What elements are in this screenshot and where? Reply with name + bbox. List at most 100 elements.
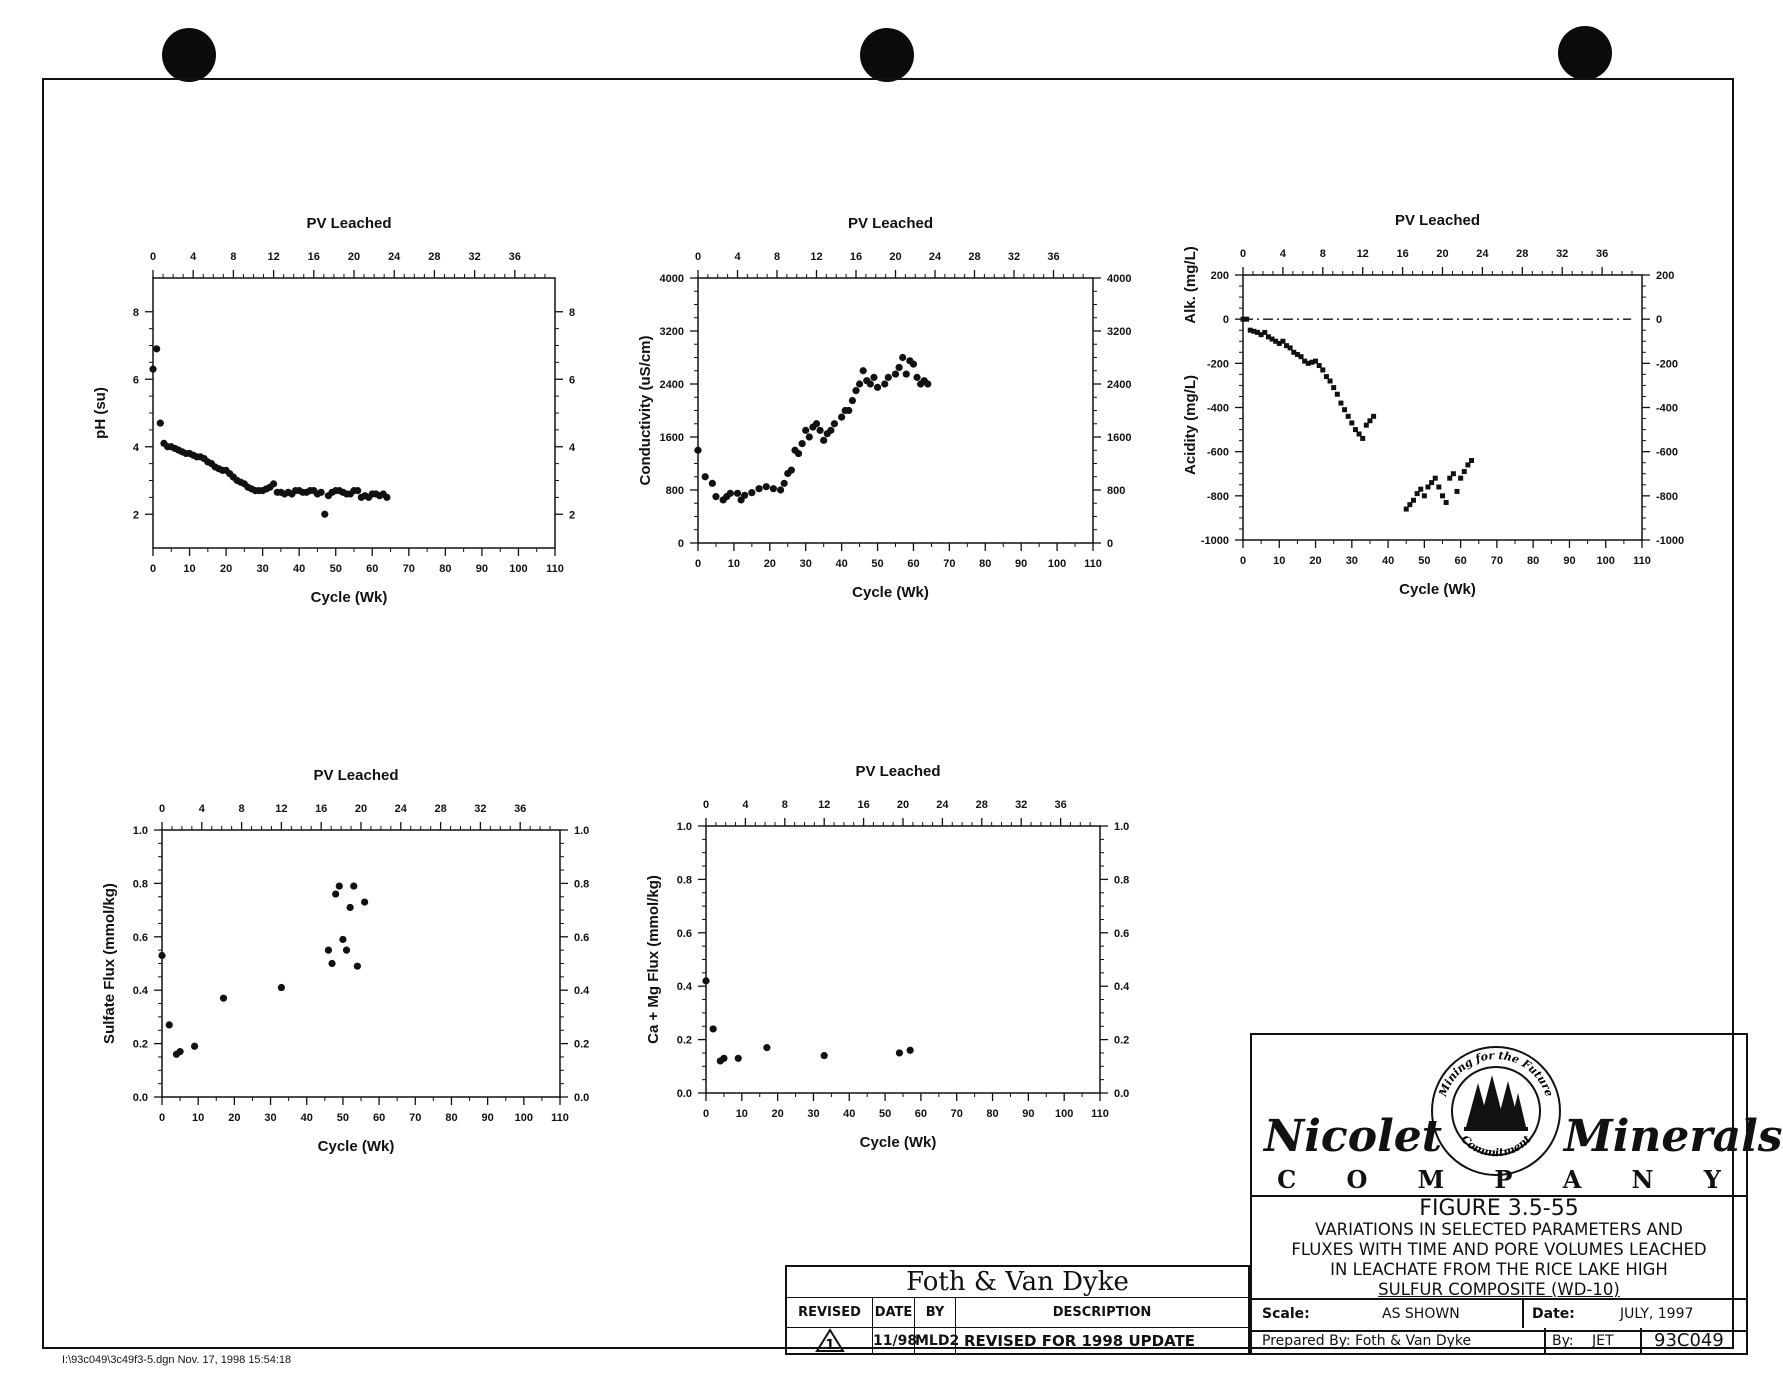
right-tick-label: -600: [1656, 447, 1678, 459]
y-tick-label: 8: [133, 307, 139, 319]
data-point: [1262, 329, 1268, 335]
y-axis-label: Ca + Mg Flux (mmol/kg): [645, 875, 662, 1044]
right-tick-label: -200: [1656, 358, 1678, 370]
chart-3: 0 10 20 30 40 50 60 70 80 90 100 110 0 4 8 12 16 20 24 28 32…: [1182, 212, 1684, 598]
x-tick-label: 90: [1563, 555, 1575, 567]
right-tick-label: -800: [1656, 491, 1678, 503]
by-header: BY: [915, 1297, 956, 1327]
data-point: [1247, 327, 1253, 333]
figure-caption-line-4: SULFUR COMPOSITE (WD-10): [1378, 1280, 1620, 1299]
data-point: [906, 1046, 914, 1054]
by-label: By:: [1552, 1333, 1574, 1349]
y-tick-label: -1000: [1201, 535, 1229, 547]
right-tick-label: 1.0: [574, 825, 589, 837]
top-tick-label: 24: [395, 803, 408, 815]
data-point: [1367, 418, 1373, 424]
data-point: [1331, 385, 1337, 391]
top-tick-label: 20: [355, 803, 367, 815]
top-tick-label: 20: [348, 251, 360, 263]
x-axis-label: Cycle (Wk): [860, 1134, 937, 1151]
data-point: [190, 1042, 199, 1050]
revision-block: Foth & Van Dyke REVISED DATE BY DESCRIPT…: [785, 1265, 1250, 1355]
y-tick-label: 0: [678, 538, 684, 550]
data-point: [335, 882, 343, 890]
revision-by: MLD2: [915, 1327, 959, 1355]
y-tick-label: -800: [1207, 491, 1229, 503]
y-tick-label: -200: [1207, 358, 1229, 370]
top-tick-label: 20: [889, 251, 901, 263]
chart-4: 0 10 20 30 40 50 60 70 80 90 100 110 0 4 8 12 16 20 24 28 32…: [101, 767, 590, 1155]
data-point: [873, 383, 882, 391]
plot-frame: [161, 829, 561, 1098]
x-tick-label: 20: [764, 558, 776, 570]
data-point: [342, 946, 351, 954]
company-letter: A: [1562, 1165, 1582, 1194]
top-tick-label: 24: [936, 799, 949, 811]
chart-title: PV Leached: [1395, 212, 1480, 229]
x-axis-label: Cycle (Wk): [1399, 581, 1476, 598]
y-tick-label: 3200: [660, 326, 684, 338]
x-tick-label: 100: [1048, 558, 1066, 570]
binder-hole-right: [1558, 26, 1612, 80]
data-point: [712, 493, 720, 501]
revision-date: 11/98: [873, 1327, 917, 1355]
top-tick-label: 32: [474, 803, 486, 815]
top-tick-label: 4: [742, 799, 749, 811]
x-tick-label: 100: [515, 1112, 533, 1124]
company-word: C O M P A N Y: [1252, 1165, 1746, 1195]
data-point: [321, 510, 329, 518]
y-axis-label: Sulfate Flux (mmol/kg): [101, 883, 118, 1044]
data-point: [1461, 469, 1467, 475]
x-tick-label: 100: [1055, 1108, 1073, 1120]
revision-triangle-icon: 1: [815, 1328, 845, 1353]
y-tick-label: 0.8: [133, 878, 148, 890]
data-point: [1255, 329, 1261, 335]
data-point: [1240, 316, 1246, 322]
top-tick-label: 28: [976, 799, 988, 811]
figure-caption-line-3: IN LEACHATE FROM THE RICE LAKE HIGH: [1330, 1260, 1668, 1279]
x-tick-label: 30: [264, 1112, 276, 1124]
y-tick-label: 0.0: [133, 1092, 148, 1104]
company-letter: Y: [1703, 1165, 1721, 1194]
top-tick-label: 20: [1436, 248, 1448, 260]
top-tick-label: 16: [850, 251, 862, 263]
figure-number: FIGURE 3.5-55: [1419, 1196, 1579, 1221]
x-tick-label: 10: [1273, 555, 1285, 567]
data-point: [1284, 343, 1290, 349]
top-tick-label: 16: [1396, 248, 1408, 260]
data-point: [899, 353, 907, 362]
data-point: [733, 489, 742, 497]
revision-triangle: 1: [787, 1327, 873, 1355]
right-tick-label: 1.0: [1114, 821, 1129, 833]
data-point: [1291, 349, 1297, 355]
x-tick-label: 90: [476, 563, 488, 575]
data-point: [1349, 420, 1355, 426]
top-tick-label: 4: [734, 251, 741, 263]
binder-hole-center: [860, 28, 914, 82]
right-tick-label: 0.0: [1114, 1088, 1129, 1100]
right-tick-label: 0.4: [574, 985, 590, 997]
data-point: [1440, 493, 1445, 499]
x-tick-label: 40: [843, 1108, 855, 1120]
x-tick-label: 110: [551, 1112, 569, 1124]
data-point: [859, 367, 867, 375]
chart-2: 0 10 20 30 40 50 60 70 80 90 100 110 0 4 8 12 16 20 24 28 32…: [637, 215, 1131, 601]
top-tick-label: 16: [308, 251, 320, 263]
prepared-by-label: Prepared By: Foth & Van Dyke: [1262, 1333, 1472, 1349]
x-tick-label: 110: [1633, 555, 1651, 567]
data-point: [354, 487, 362, 495]
seal-trees-icon: [1464, 1075, 1528, 1131]
top-tick-label: 12: [818, 799, 830, 811]
x-tick-label: 10: [728, 558, 740, 570]
right-tick-label: 2400: [1107, 379, 1131, 391]
x-tick-label: 40: [1382, 555, 1394, 567]
top-tick-label: 36: [514, 803, 526, 815]
binder-hole-left: [162, 28, 216, 82]
top-tick-label: 4: [190, 251, 197, 263]
data-point: [350, 882, 358, 890]
y-axis-label: pH (su): [92, 387, 109, 439]
data-point: [702, 977, 710, 985]
scale-label: Scale:: [1262, 1306, 1310, 1322]
x-tick-label: 100: [1597, 555, 1615, 567]
drawing-sheet-border: [42, 78, 1734, 1349]
